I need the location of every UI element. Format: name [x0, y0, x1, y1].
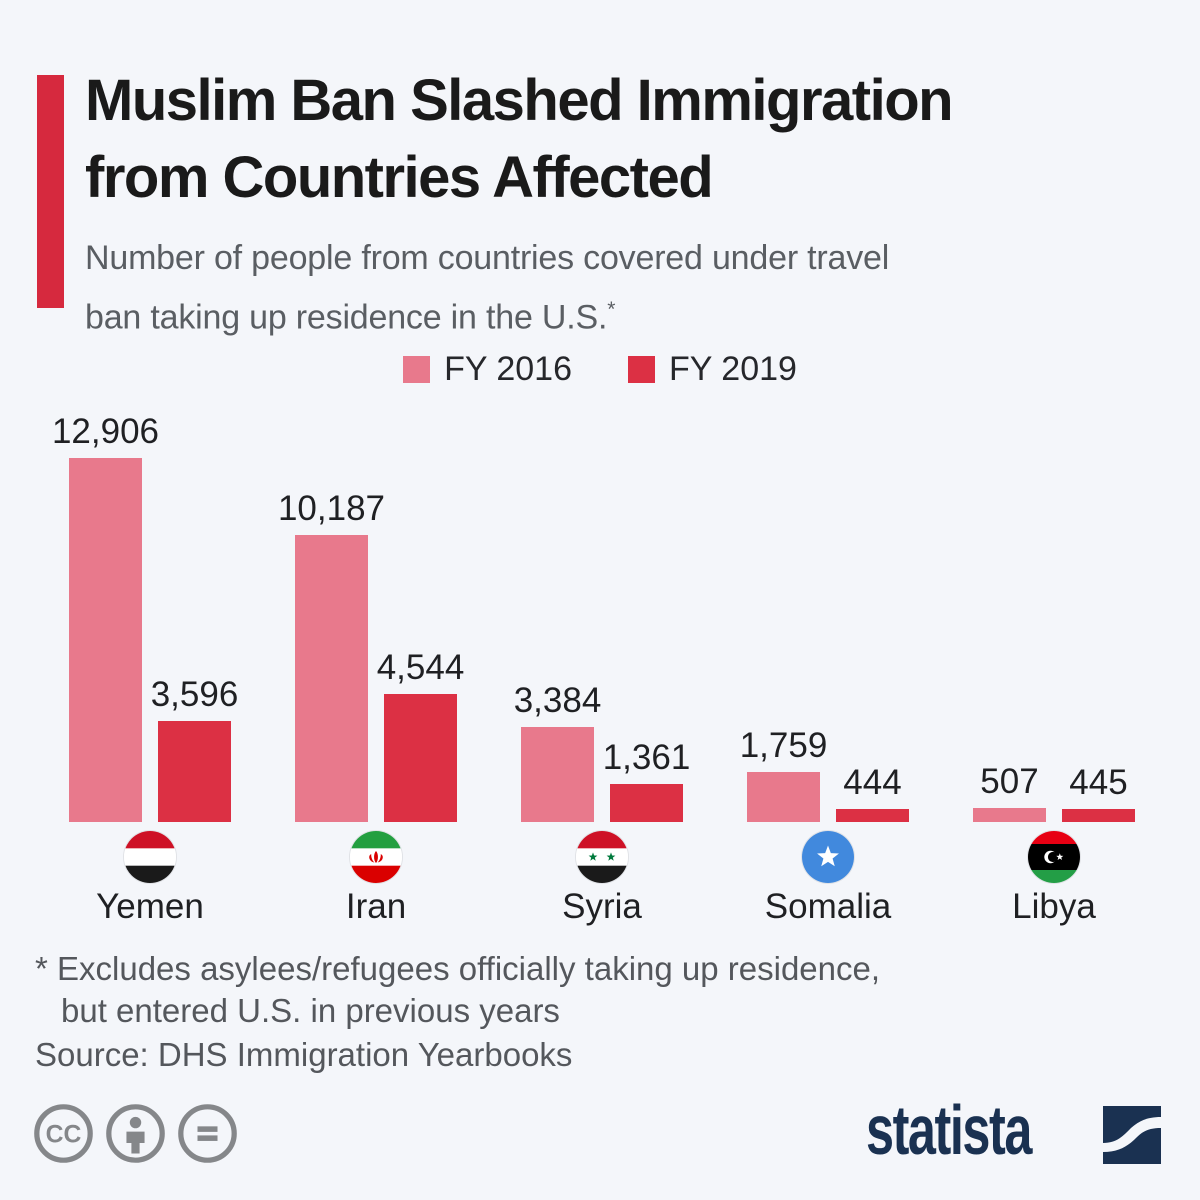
bar-somalia-fy-2019 [836, 809, 909, 822]
footnote-line-2: but entered U.S. in previous years [61, 992, 560, 1029]
footnote: * Excludes asylees/refugees officially t… [35, 948, 880, 1032]
footnote-line-1: * Excludes asylees/refugees officially t… [35, 950, 881, 987]
category-label-iran: Iran [345, 887, 407, 926]
bar-yemen-fy-2019 [158, 721, 231, 822]
legend-swatch-fy2016-icon [403, 356, 431, 383]
license-icons: CC [33, 1103, 238, 1164]
syria-flag-icon [576, 831, 628, 883]
chart-legend: FY 2016 FY 2019 [0, 350, 1200, 389]
bar-yemen-fy-2016 [69, 458, 142, 822]
libya-flag-icon [1028, 831, 1080, 883]
bar-value-label-somalia-fy-2016: 1,759 [739, 726, 828, 765]
bar-value-label-yemen-fy-2016: 12,906 [51, 412, 160, 451]
legend-label-fy2016: FY 2016 [444, 350, 572, 388]
statista-logo-icon[interactable] [1103, 1106, 1161, 1164]
category-label-syria: Syria [562, 887, 642, 926]
bar-iran-fy-2019 [384, 694, 457, 822]
footnote-marker: * [607, 298, 616, 321]
category-label-somalia: Somalia [764, 887, 892, 926]
subtitle-line-1: Number of people from countries covered … [85, 239, 890, 277]
bar-value-label-somalia-fy-2019: 444 [843, 763, 902, 802]
bar-value-label-libya-fy-2019: 445 [1069, 763, 1128, 802]
bar-somalia-fy-2016 [747, 772, 820, 822]
page-title: Muslim Ban Slashed Immigration from Coun… [85, 62, 954, 216]
attribution-icon[interactable] [105, 1103, 166, 1164]
bar-value-label-iran-fy-2016: 10,187 [277, 489, 386, 528]
iran-flag-icon [350, 831, 402, 883]
bar-syria-fy-2019 [610, 784, 683, 822]
legend-item-fy2016: FY 2016 [403, 350, 572, 389]
svg-text:CC: CC [46, 1122, 82, 1149]
category-label-yemen: Yemen [96, 887, 204, 926]
title-line-2: from Countries Affected [85, 145, 714, 210]
category-label-libya: Libya [1012, 887, 1096, 926]
bar-value-label-libya-fy-2016: 507 [980, 762, 1039, 801]
bar-iran-fy-2016 [295, 535, 368, 822]
legend-item-fy2019: FY 2019 [628, 350, 797, 389]
no-derivatives-icon[interactable] [177, 1103, 238, 1164]
source-line: Source: DHS Immigration Yearbooks [35, 1036, 573, 1073]
title-line-1: Muslim Ban Slashed Immigration [85, 68, 954, 133]
bar-value-label-syria-fy-2019: 1,361 [602, 738, 691, 777]
bar-value-label-iran-fy-2019: 4,544 [376, 648, 465, 687]
legend-label-fy2019: FY 2019 [669, 350, 797, 388]
chart-subtitle: Number of people from countries covered … [85, 233, 889, 343]
cc-icon[interactable]: CC [33, 1103, 94, 1164]
bar-value-label-syria-fy-2016: 3,384 [513, 681, 602, 720]
bar-syria-fy-2016 [521, 727, 594, 822]
bar-libya-fy-2016 [973, 808, 1046, 822]
bar-libya-fy-2019 [1062, 809, 1135, 822]
somalia-flag-icon [802, 831, 854, 883]
legend-swatch-fy2019-icon [628, 356, 655, 383]
yemen-flag-icon [124, 831, 176, 883]
accent-bar [37, 75, 64, 308]
statista-wordmark[interactable]: statista [866, 1091, 1032, 1169]
subtitle-line-2: ban taking up residence in the U.S. [85, 298, 608, 337]
bar-value-label-yemen-fy-2019: 3,596 [150, 675, 239, 714]
